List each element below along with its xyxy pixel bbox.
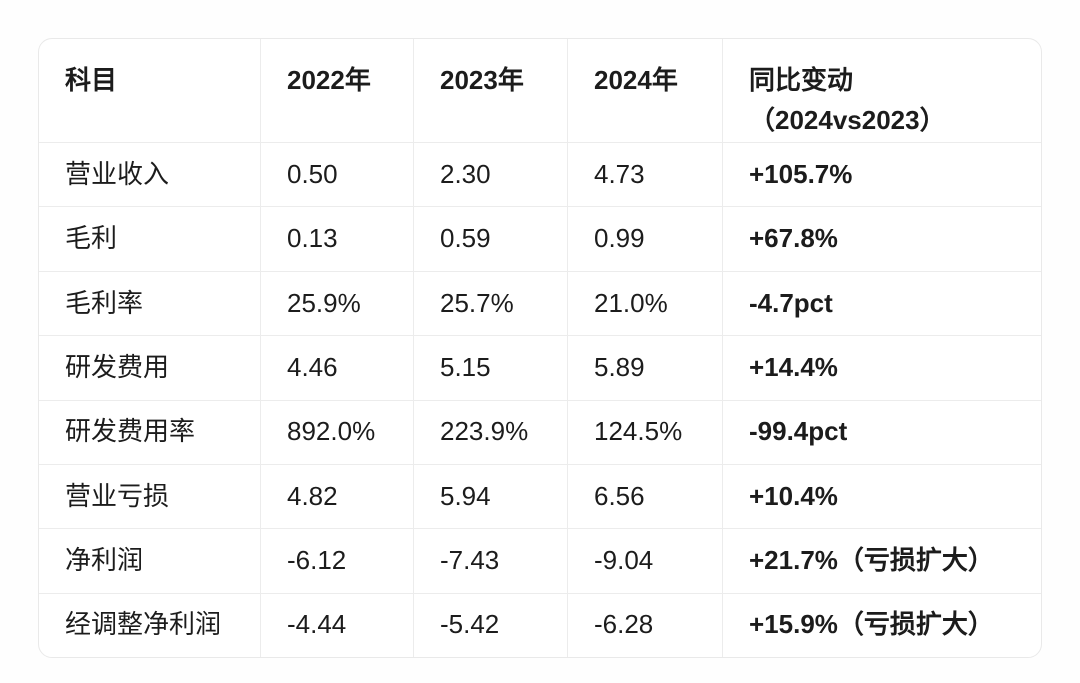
row-label: 营业亏损 bbox=[65, 480, 170, 511]
cell-2024: -6.28 bbox=[567, 593, 722, 657]
cell-change: +14.4% bbox=[722, 336, 1041, 400]
financial-table-card: 科目 2022年 2023年 2024年 同比变动 （2024vs2023） 营… bbox=[38, 38, 1042, 658]
cell-2022: 4.46 bbox=[260, 336, 413, 400]
table-row-net-profit: 净利润 -6.12 -7.43 -9.04 +21.7%（亏损扩大） bbox=[39, 528, 1041, 593]
header-cell-change: 同比变动 （2024vs2023） bbox=[722, 39, 1041, 142]
cell-change: +21.7%（亏损扩大） bbox=[722, 529, 1041, 593]
row-label: 经调整净利润 bbox=[65, 609, 222, 640]
cell-2024: 4.73 bbox=[567, 143, 722, 207]
header-cell-2024: 2024年 bbox=[567, 39, 722, 142]
header-cell-2023: 2023年 bbox=[413, 39, 567, 142]
row-label: 净利润 bbox=[65, 545, 144, 576]
cell-2024: 0.99 bbox=[567, 207, 722, 271]
table-row-gross-margin: 毛利率 25.9% 25.7% 21.0% -4.7pct bbox=[39, 270, 1041, 336]
header-cell-subject: 科目 bbox=[65, 65, 118, 95]
cell-2024: 5.89 bbox=[567, 336, 722, 400]
table-header-row: 科目 2022年 2023年 2024年 同比变动 （2024vs2023） bbox=[39, 39, 1041, 142]
cell-2023: -7.43 bbox=[413, 529, 567, 593]
cell-2024: 6.56 bbox=[567, 464, 722, 529]
cell-2022: 4.82 bbox=[260, 464, 413, 529]
cell-2024: 21.0% bbox=[567, 271, 722, 336]
table-row-revenue: 营业收入 0.50 2.30 4.73 +105.7% bbox=[39, 142, 1041, 207]
cell-change: -99.4pct bbox=[722, 400, 1041, 464]
cell-2023: -5.42 bbox=[413, 593, 567, 657]
cell-2022: 0.50 bbox=[260, 143, 413, 207]
cell-change: +15.9%（亏损扩大） bbox=[722, 593, 1041, 657]
cell-2023: 0.59 bbox=[413, 207, 567, 271]
row-label: 营业收入 bbox=[65, 158, 170, 189]
cell-2022: -4.44 bbox=[260, 593, 413, 657]
cell-2023: 25.7% bbox=[413, 271, 567, 336]
cell-2023: 5.94 bbox=[413, 464, 567, 529]
cell-2022: 892.0% bbox=[260, 400, 413, 464]
cell-2022: -6.12 bbox=[260, 529, 413, 593]
cell-2023: 2.30 bbox=[413, 143, 567, 207]
row-label: 毛利 bbox=[65, 223, 118, 254]
cell-2023: 5.15 bbox=[413, 336, 567, 400]
cell-2024: -9.04 bbox=[567, 529, 722, 593]
row-label: 研发费用 bbox=[65, 351, 170, 382]
row-label: 研发费用率 bbox=[65, 416, 196, 447]
cell-change: +67.8% bbox=[722, 207, 1041, 271]
cell-change: +10.4% bbox=[722, 464, 1041, 529]
cell-change: -4.7pct bbox=[722, 271, 1041, 336]
table-row-rd-expense: 研发费用 4.46 5.15 5.89 +14.4% bbox=[39, 335, 1041, 400]
row-label: 毛利率 bbox=[65, 287, 144, 318]
header-cell-2022: 2022年 bbox=[260, 39, 413, 142]
table-row-operating-loss: 营业亏损 4.82 5.94 6.56 +10.4% bbox=[39, 463, 1041, 529]
table-row-gross-profit: 毛利 0.13 0.59 0.99 +67.8% bbox=[39, 206, 1041, 271]
table-row-adjusted-net-profit: 经调整净利润 -4.44 -5.42 -6.28 +15.9%（亏损扩大） bbox=[39, 592, 1041, 657]
cell-2023: 223.9% bbox=[413, 400, 567, 464]
cell-2024: 124.5% bbox=[567, 400, 722, 464]
cell-2022: 0.13 bbox=[260, 207, 413, 271]
cell-change: +105.7% bbox=[722, 143, 1041, 207]
cell-2022: 25.9% bbox=[260, 271, 413, 336]
table-row-rd-expense-ratio: 研发费用率 892.0% 223.9% 124.5% -99.4pct bbox=[39, 399, 1041, 464]
